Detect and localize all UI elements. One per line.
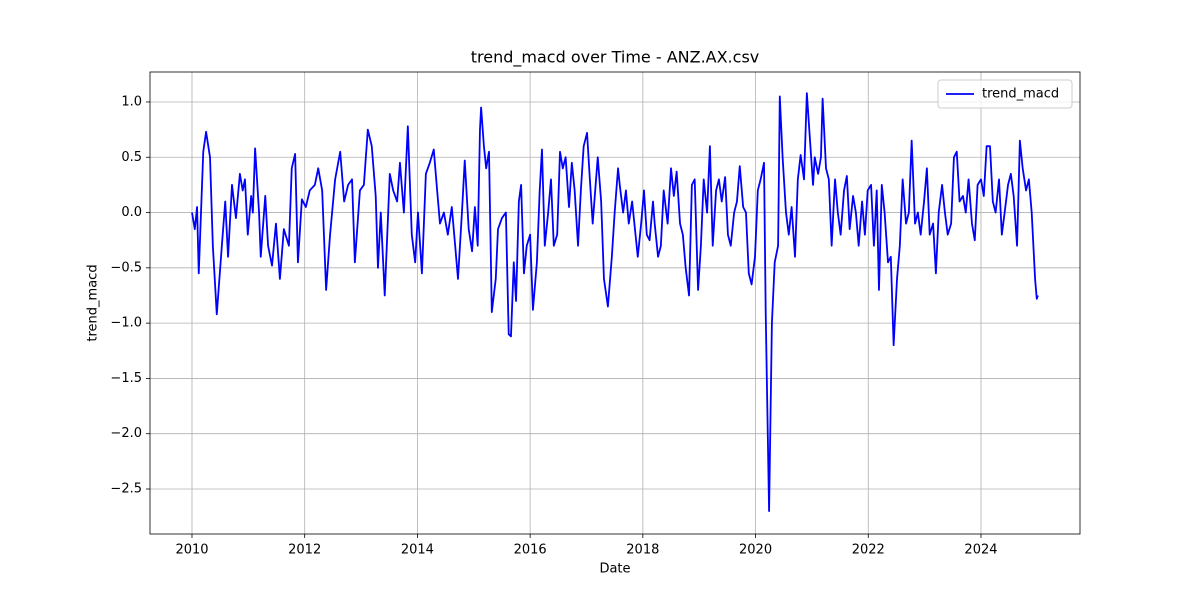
y-tick-label: 0.5 [121, 150, 142, 165]
chart-title: trend_macd over Time - ANZ.AX.csv [471, 48, 760, 68]
axes-frame [149, 71, 1081, 535]
y-tick-label: 1.0 [121, 94, 142, 109]
y-tick-label: 0.0 [121, 205, 142, 220]
x-tick-label: 2018 [626, 543, 659, 558]
legend-label: trend_macd [982, 87, 1059, 102]
x-tick-label: 2024 [964, 543, 997, 558]
y-tick-label: −2.5 [110, 481, 142, 496]
legend-box [937, 79, 1073, 109]
x-tick-label: 2020 [739, 543, 772, 558]
y-tick-label: −1.5 [110, 371, 142, 386]
x-axis-label: Date [599, 562, 630, 577]
y-tick-label: −1.0 [110, 316, 142, 331]
data-line [191, 92, 1039, 513]
y-tick-label: −0.5 [110, 260, 142, 275]
x-tick-label: 2016 [514, 543, 547, 558]
y-tick-label: −2.0 [110, 426, 142, 441]
x-tick-label: 2010 [175, 543, 208, 558]
x-tick-label: 2014 [401, 543, 434, 558]
x-tick-label: 2022 [852, 543, 885, 558]
y-axis-label: trend_macd [86, 264, 101, 341]
x-tick-label: 2012 [288, 543, 321, 558]
